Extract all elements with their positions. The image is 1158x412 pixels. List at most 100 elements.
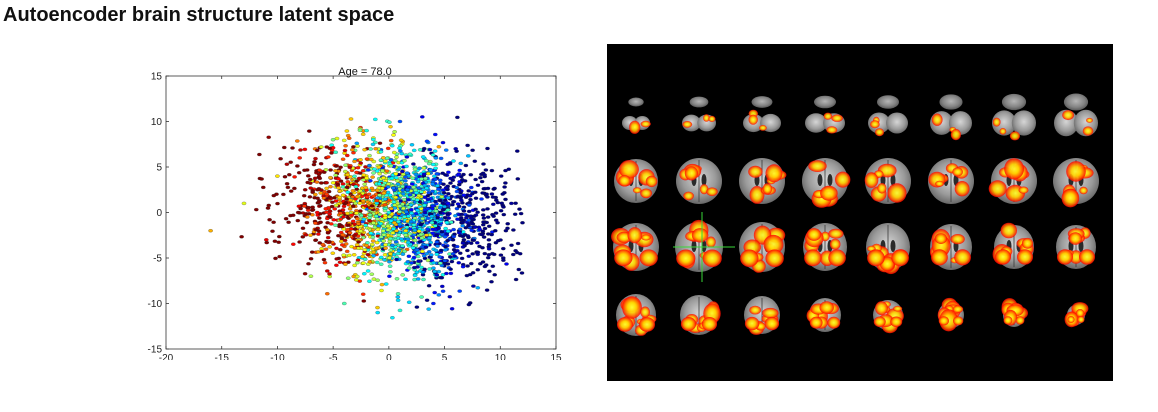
scatter-point [404, 164, 409, 169]
scatter-point [360, 292, 366, 296]
scatter-point [458, 216, 464, 220]
scatter-point [466, 209, 472, 214]
scatter-point [395, 295, 401, 299]
scatter-point [470, 271, 476, 275]
scatter-point [438, 156, 444, 161]
scatter-point [427, 147, 433, 152]
scatter-point [369, 272, 375, 276]
scatter-point [412, 273, 418, 278]
scatter-point [352, 222, 357, 226]
scatter-point [354, 278, 359, 282]
scatter-point [354, 179, 359, 183]
scatter-point [345, 153, 350, 158]
scatter-point [322, 261, 328, 265]
scatter-point [429, 214, 435, 218]
scatter-point [345, 276, 351, 280]
scatter-point [498, 209, 504, 213]
scatter-point [393, 240, 399, 244]
scatter-point [360, 254, 365, 259]
scatter-point [343, 262, 348, 266]
scatter-point [401, 197, 407, 202]
scatter-point [364, 176, 369, 180]
scatter-point [438, 217, 444, 221]
scatter-point [350, 219, 356, 223]
scatter-point [355, 274, 360, 279]
scatter-point [371, 137, 376, 142]
scatter-point [381, 176, 386, 180]
scatter-point [391, 133, 396, 137]
scatter-point [498, 253, 504, 257]
scatter-point [466, 302, 472, 307]
scatter-point [342, 301, 347, 306]
scatter-point [403, 175, 408, 179]
x-tick-label: 15 [550, 353, 562, 360]
scatter-point [388, 252, 393, 256]
scatter-point [394, 257, 399, 262]
scatter-point [451, 200, 456, 204]
scatter-point [286, 220, 291, 224]
scatter-point [422, 210, 428, 215]
scatter-point [404, 155, 410, 159]
scatter-point [504, 262, 509, 266]
scatter-point [386, 198, 392, 202]
scatter-point [329, 222, 334, 226]
scatter-point [480, 171, 486, 175]
scatter-point [439, 230, 445, 234]
scatter-point [456, 261, 462, 265]
page-title: Autoencoder brain structure latent space [3, 4, 395, 26]
scatter-point [302, 168, 307, 172]
scatter-point [436, 293, 442, 297]
scatter-point [436, 187, 441, 191]
scatter-point [350, 204, 356, 208]
scatter-point [378, 262, 384, 266]
scatter-point [417, 166, 422, 170]
scatter-point [319, 181, 324, 185]
scatter-point [412, 167, 418, 171]
scatter-point [376, 165, 382, 169]
scatter-point [302, 188, 308, 192]
scatter-point [331, 218, 336, 222]
scatter-point [388, 138, 394, 143]
scatter-point [390, 243, 395, 247]
scatter-point [389, 176, 395, 181]
scatter-point [408, 219, 414, 224]
scatter-point [383, 246, 388, 250]
scatter-point [410, 176, 416, 180]
brain-slice [680, 295, 721, 335]
scatter-point [490, 195, 496, 199]
crosshair [673, 212, 735, 282]
scatter-point [323, 207, 329, 211]
scatter-point [329, 143, 334, 147]
scatter-point [397, 308, 403, 313]
scatter-point [333, 199, 339, 203]
scatter-point [290, 213, 296, 217]
scatter-point [451, 159, 456, 163]
scatter-point [437, 261, 443, 265]
scatter-point [400, 172, 406, 176]
scatter-point [345, 211, 350, 216]
scatter-point [424, 159, 429, 163]
scatter-point [388, 270, 393, 274]
scatter-point [321, 257, 327, 262]
scatter-point [241, 201, 247, 206]
scatter-point [441, 191, 447, 195]
scatter-point [381, 156, 386, 160]
x-tick-label: -20 [159, 353, 174, 360]
scatter-point [433, 209, 439, 213]
scatter-point [448, 267, 453, 271]
scatter-point [296, 171, 302, 175]
scatter-point [485, 195, 490, 199]
scatter-point [417, 148, 423, 152]
scatter-point [400, 188, 405, 192]
scatter-point [342, 238, 348, 243]
scatter-point [343, 169, 348, 174]
scatter-point [394, 277, 400, 281]
scatter-point [337, 260, 343, 264]
scatter-point [420, 270, 426, 274]
scatter-point [461, 193, 467, 197]
scatter-point [415, 208, 420, 212]
scatter-point [292, 186, 297, 191]
scatter-point [344, 197, 349, 201]
scatter-point [326, 189, 332, 194]
